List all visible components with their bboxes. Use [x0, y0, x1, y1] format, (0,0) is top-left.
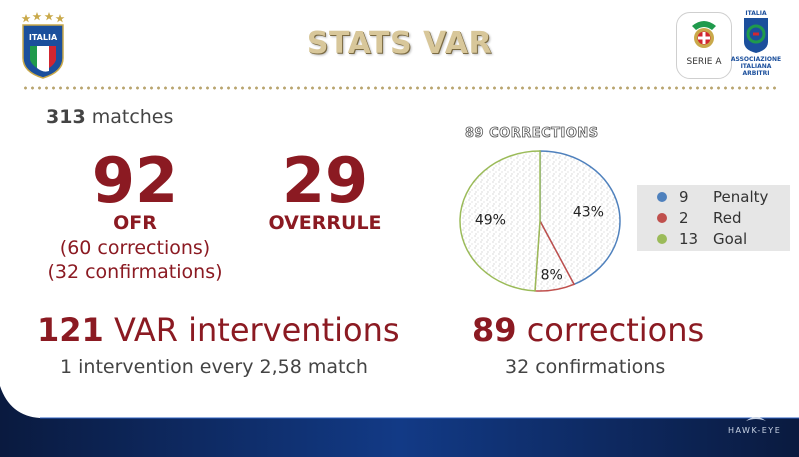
legend-item-penalty: 9 Penalty: [637, 187, 790, 208]
ofr-label: OFR: [113, 212, 157, 234]
legend-label-red: Red: [713, 209, 742, 227]
figc-logo-text: ITALIA: [29, 33, 58, 42]
serie-a-logo: SERIE A: [676, 12, 732, 79]
matches-count: 313: [46, 106, 86, 128]
aia-text: ASSOCIAZIONE ITALIANA ARBITRI: [728, 56, 784, 77]
corrections-confirmations: 32 confirmations: [505, 356, 666, 378]
interventions-value: 121: [37, 311, 104, 349]
corrections-summary: 89 corrections: [472, 311, 704, 349]
serie-a-text: SERIE A: [686, 57, 722, 67]
legend-label-penalty: Penalty: [713, 188, 769, 206]
corrections-label: corrections: [526, 311, 705, 349]
aia-text-line3: ARBITRI: [742, 70, 770, 77]
interventions-rate: 1 intervention every 2,58 match: [60, 356, 368, 378]
serie-a-emblem-icon: [692, 21, 716, 48]
matches-summary: 313 matches: [46, 106, 173, 128]
aia-text-line2: ITALIANA: [740, 63, 772, 70]
interventions-label: VAR interventions: [113, 311, 400, 349]
footer-band: [0, 386, 799, 457]
chart-title: 89 CORRECTIONS: [465, 126, 599, 142]
ofr-confirmations: (32 confirmations): [47, 261, 223, 283]
pie-label-red: 8%: [541, 268, 563, 284]
legend-item-red: 2 Red: [637, 208, 790, 229]
pie-label-goal: 49%: [475, 213, 506, 229]
figc-shield-logo: ITALIA: [21, 12, 65, 79]
ofr-value: 92: [91, 144, 179, 217]
hawk-eye-icon: [746, 417, 766, 421]
legend-count-goal: 13: [679, 230, 699, 248]
dotted-divider: [22, 86, 777, 90]
ofr-corrections: (60 corrections): [59, 237, 211, 259]
hawk-eye-brand: HAWK-EYE: [728, 426, 782, 435]
page-title: STATS VAR: [306, 26, 493, 61]
legend-dot-red: [657, 213, 667, 223]
overrule-value: 29: [281, 144, 369, 217]
chart-legend: 9 Penalty 2 Red 13 Goal: [637, 185, 790, 251]
legend-count-penalty: 9: [679, 188, 689, 206]
aia-logo: ITALIA ASSOCIAZIONE ITALIANA ARBITRI: [731, 10, 781, 84]
pie-slice-goal: [459, 150, 541, 292]
legend-count-red: 2: [679, 209, 689, 227]
legend-item-goal: 13 Goal: [637, 229, 790, 250]
matches-label: matches: [91, 106, 174, 128]
legend-dot-penalty: [657, 192, 667, 202]
pie-slice-penalty: [539, 150, 621, 286]
legend-label-goal: Goal: [713, 230, 748, 248]
aia-top-text: ITALIA: [745, 10, 767, 17]
pie-label-penalty: 43%: [573, 205, 604, 221]
overrule-label: OVERRULE: [268, 212, 382, 234]
aia-shield-icon: [744, 18, 768, 53]
aia-text-line1: ASSOCIAZIONE: [730, 56, 782, 63]
interventions-summary: 121 VAR interventions: [37, 311, 400, 349]
corrections-pie-chart: 43% 8% 49%: [459, 150, 621, 292]
legend-dot-goal: [657, 234, 667, 244]
corrections-value: 89: [472, 311, 517, 349]
